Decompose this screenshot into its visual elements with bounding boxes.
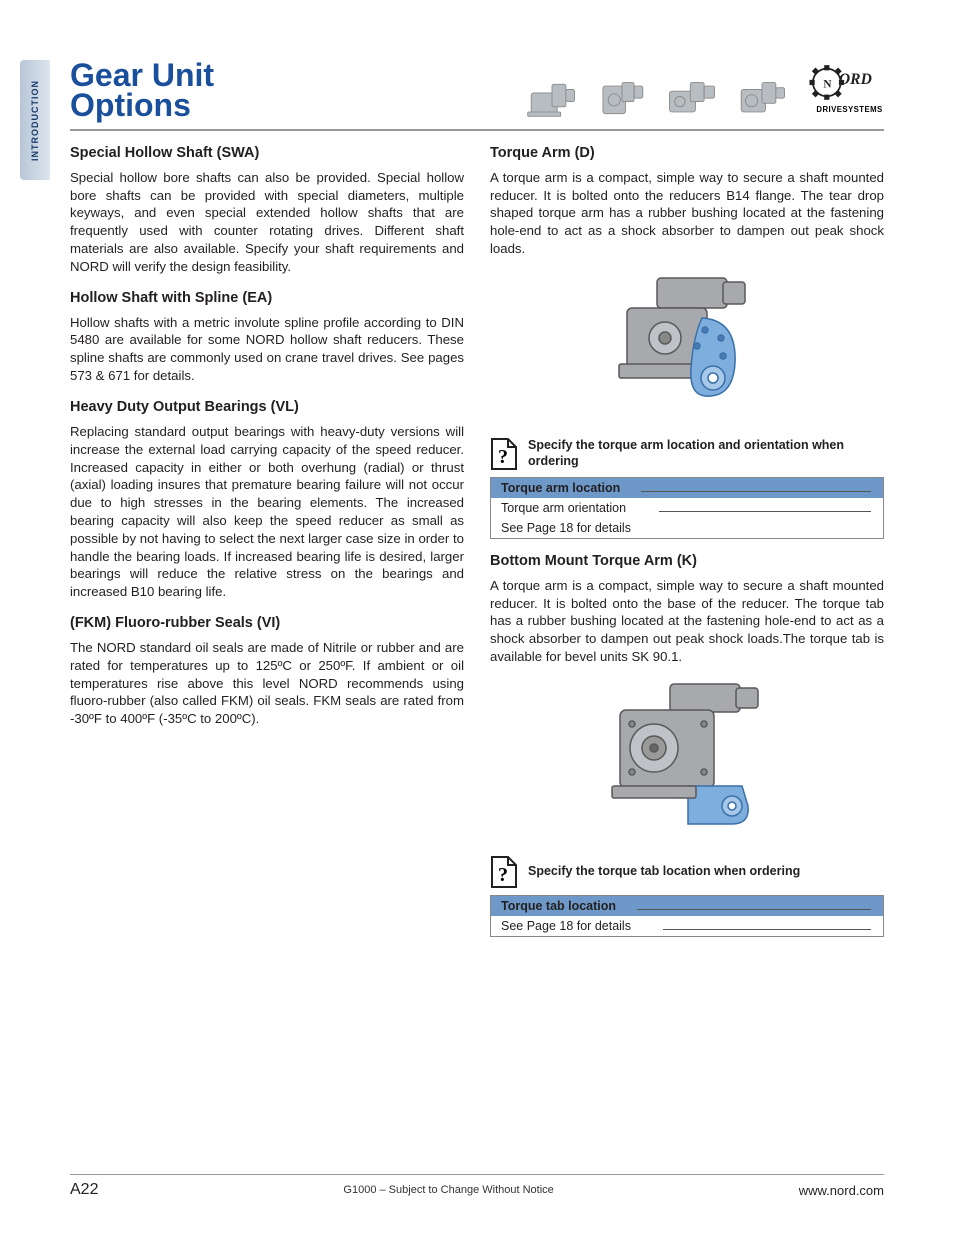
page-number: A22 <box>70 1181 98 1199</box>
right-column: Torque Arm (D) A torque arm is a compact… <box>490 145 884 951</box>
nord-logo: N ORD DRIVESYSTEMS <box>806 63 884 121</box>
para-torque-arm: A torque arm is a compact, simple way to… <box>490 169 884 258</box>
heading-ea: Hollow Shaft with Spline (EA) <box>70 290 464 306</box>
heading-swa: Special Hollow Shaft (SWA) <box>70 145 464 161</box>
figure-bottom-torque <box>490 676 884 841</box>
para-vi: The NORD standard oil seals are made of … <box>70 639 464 728</box>
header-icons: N ORD DRIVESYSTEMS <box>526 63 884 121</box>
gear-icon-1 <box>526 77 578 121</box>
torque-arm-table: Torque arm location Torque arm orientati… <box>490 477 884 539</box>
para-bottom-torque: A torque arm is a compact, simple way to… <box>490 577 884 666</box>
heading-torque-arm: Torque Arm (D) <box>490 145 884 161</box>
note-text-1: Specify the torque arm location and orie… <box>528 438 884 469</box>
left-column: Special Hollow Shaft (SWA) Special hollo… <box>70 145 464 951</box>
gear-icon-4 <box>736 77 788 121</box>
gear-icon-2 <box>596 77 648 121</box>
heading-vl: Heavy Duty Output Bearings (VL) <box>70 399 464 415</box>
table1-r1: Torque arm location <box>491 477 884 498</box>
table2-r1: Torque tab location <box>491 895 884 916</box>
question-icon: ? <box>490 855 518 889</box>
page-header: Gear Unit Options <box>70 60 884 131</box>
page-title: Gear Unit Options <box>70 60 214 121</box>
footer-url: www.nord.com <box>799 1183 884 1198</box>
note-torque-arm: ? Specify the torque arm location and or… <box>490 437 884 471</box>
torque-tab-table: Torque tab location See Page 18 for deta… <box>490 895 884 937</box>
side-tab-label: INTRODUCTION <box>30 80 40 161</box>
figure-torque-arm <box>490 268 884 423</box>
para-swa: Special hollow bore shafts can also be p… <box>70 169 464 276</box>
heading-vi: (FKM) Fluoro-rubber Seals (VI) <box>70 615 464 631</box>
svg-text:N: N <box>823 78 831 90</box>
side-tab: INTRODUCTION <box>20 60 50 180</box>
table1-r2: Torque arm orientation <box>491 498 884 518</box>
svg-text:ORD: ORD <box>839 71 872 88</box>
para-ea: Hollow shafts with a metric involute spl… <box>70 314 464 385</box>
svg-text:?: ? <box>498 864 508 886</box>
note-text-2: Specify the torque tab location when ord… <box>528 864 800 880</box>
footer-note: G1000 – Subject to Change Without Notice <box>343 1184 553 1196</box>
question-icon: ? <box>490 437 518 471</box>
table1-r3: See Page 18 for details <box>491 518 884 539</box>
gear-icon-3 <box>666 77 718 121</box>
heading-bottom-torque: Bottom Mount Torque Arm (K) <box>490 553 884 569</box>
svg-text:DRIVESYSTEMS: DRIVESYSTEMS <box>816 105 882 114</box>
page-footer: A22 G1000 – Subject to Change Without No… <box>70 1174 884 1199</box>
table2-r2: See Page 18 for details <box>491 916 884 937</box>
note-torque-tab: ? Specify the torque tab location when o… <box>490 855 884 889</box>
svg-text:?: ? <box>498 446 508 468</box>
content-columns: Special Hollow Shaft (SWA) Special hollo… <box>70 145 884 951</box>
para-vl: Replacing standard output bearings with … <box>70 423 464 601</box>
